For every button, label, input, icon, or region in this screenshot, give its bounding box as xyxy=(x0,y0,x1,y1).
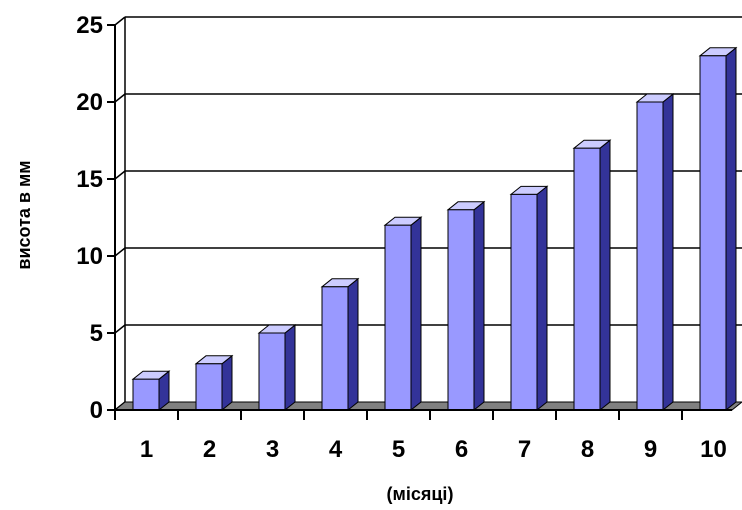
bar-front xyxy=(699,55,727,411)
bar xyxy=(635,92,675,412)
x-tick-label: 2 xyxy=(203,436,216,463)
bar-front xyxy=(510,193,538,411)
bar-front xyxy=(195,363,223,411)
bar xyxy=(320,277,360,412)
y-tick-label: 0 xyxy=(90,397,103,424)
y-tick-labels: 0 5 10 15 20 25 xyxy=(76,12,103,424)
bars xyxy=(131,46,738,412)
y-tick-label: 15 xyxy=(76,166,103,193)
bar-front xyxy=(132,378,160,411)
x-axis-label: (місяці) xyxy=(387,484,454,504)
bar-front xyxy=(636,101,664,411)
axes xyxy=(107,24,732,420)
bar xyxy=(509,185,549,412)
bar xyxy=(257,323,297,412)
bar-front xyxy=(384,224,412,411)
x-tick-label: 10 xyxy=(700,436,727,463)
bar-front xyxy=(447,209,475,411)
y-tick-label: 20 xyxy=(76,89,103,116)
bar-side xyxy=(536,185,548,412)
bar-side xyxy=(473,200,485,412)
x-tick-label: 1 xyxy=(140,436,153,463)
y-tick-label: 25 xyxy=(76,12,103,39)
bar-side xyxy=(284,323,296,412)
bar xyxy=(383,216,423,412)
bar-front xyxy=(573,147,601,411)
x-tick-labels: 1 2 3 4 5 6 7 8 9 10 xyxy=(140,436,727,463)
bar-front xyxy=(258,332,286,411)
bar xyxy=(131,370,171,412)
wall-gridline xyxy=(114,16,126,26)
wall-gridline xyxy=(114,324,126,334)
bar-side xyxy=(410,216,422,412)
bar-side xyxy=(599,139,611,412)
y-tick-label: 5 xyxy=(90,320,103,347)
wall-gridline xyxy=(114,247,126,257)
x-tick-label: 9 xyxy=(644,436,657,463)
bar-front xyxy=(321,286,349,411)
y-tick-label: 10 xyxy=(76,243,103,270)
wall-gridline xyxy=(114,170,126,180)
x-tick-label: 3 xyxy=(266,436,279,463)
x-tick-label: 7 xyxy=(518,436,531,463)
bar xyxy=(446,200,486,412)
bar-side xyxy=(662,92,674,412)
bar xyxy=(698,46,738,412)
y-axis-label: висота в мм xyxy=(14,160,34,269)
bar xyxy=(572,139,612,412)
bar-side xyxy=(725,46,737,412)
wall-gridline xyxy=(114,93,126,103)
x-tick-label: 5 xyxy=(392,436,405,463)
bar-side xyxy=(347,277,359,412)
x-tick-label: 6 xyxy=(455,436,468,463)
x-tick-label: 8 xyxy=(581,436,594,463)
bar-side xyxy=(221,354,233,412)
x-tick-label: 4 xyxy=(329,436,343,463)
bar xyxy=(194,354,234,412)
